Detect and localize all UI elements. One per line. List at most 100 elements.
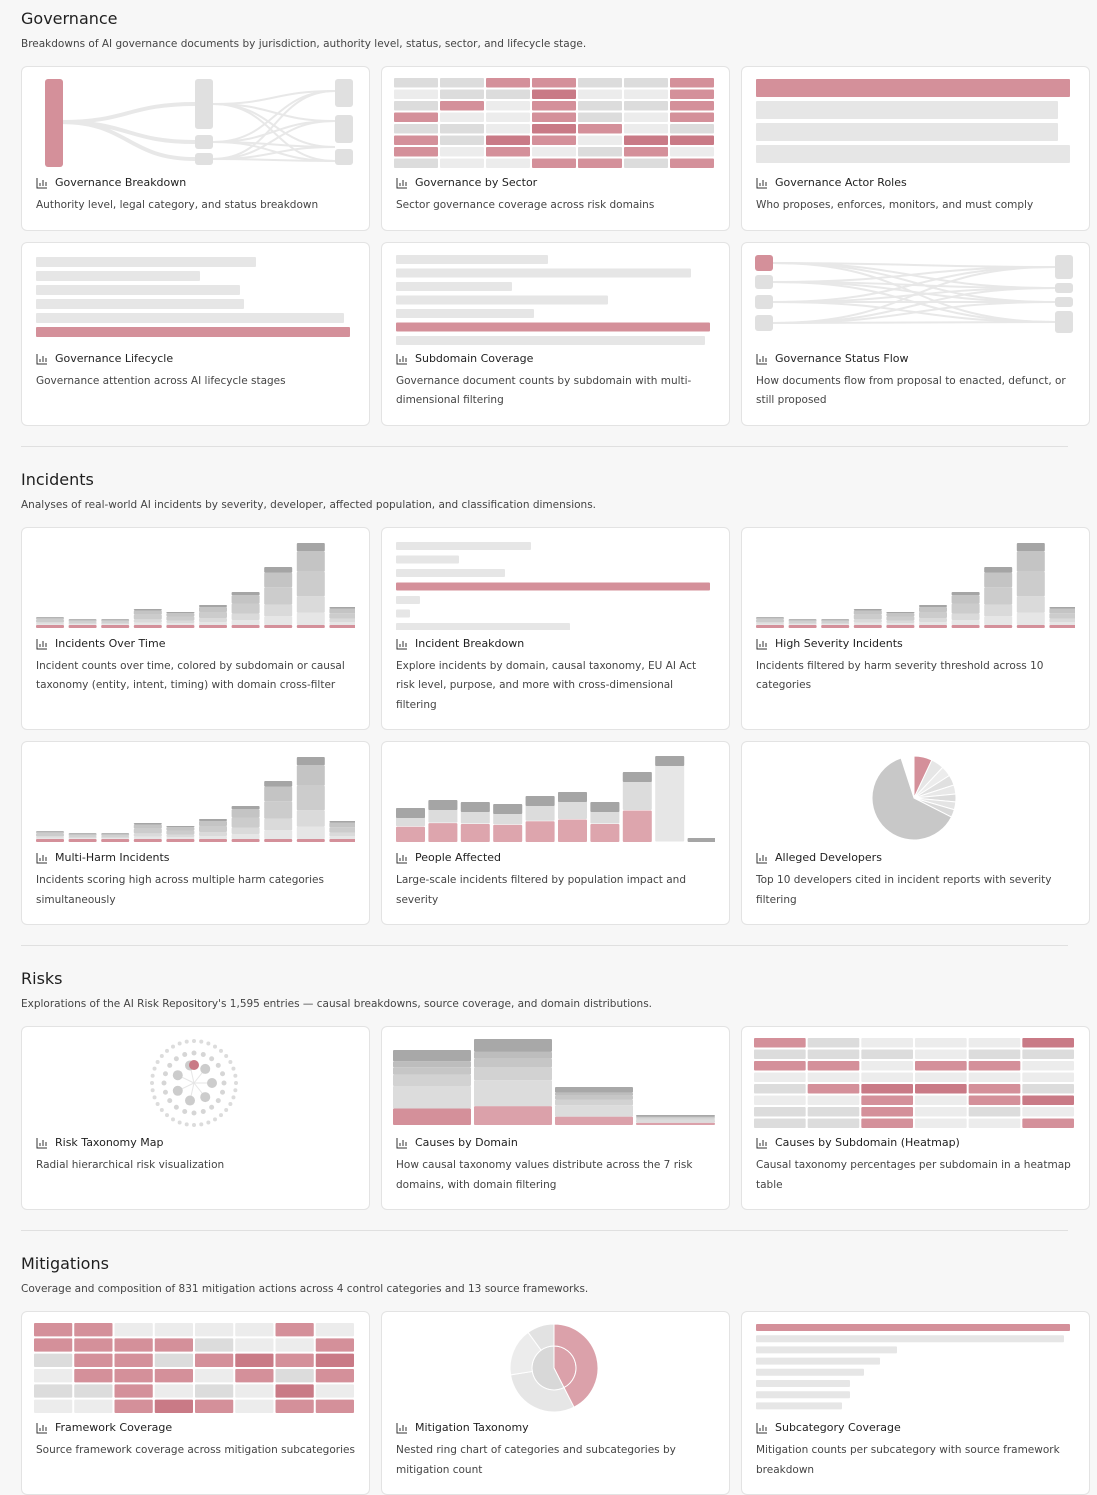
thumb-shape — [670, 89, 714, 99]
thumb-shape — [329, 821, 355, 823]
card[interactable]: Mitigation Taxonomy Nested ring chart of … — [381, 1311, 730, 1495]
thumb-shape — [166, 612, 195, 617]
thumb-shape — [199, 839, 227, 842]
thumb-shape — [315, 1353, 354, 1367]
thumb-shape — [1055, 310, 1073, 333]
thumb-shape — [231, 834, 260, 839]
thumb-shape — [754, 1049, 806, 1059]
thumb-shape — [155, 1060, 160, 1064]
card[interactable]: Subdomain Coverage Governance document co… — [381, 241, 730, 426]
thumb-shape — [525, 821, 555, 842]
card[interactable]: Governance by Sector Sector governance co… — [381, 66, 730, 231]
thumb-shape — [166, 839, 195, 842]
thumb-shape — [234, 1081, 238, 1085]
thumb-shape — [36, 624, 64, 628]
thumb-shape — [231, 809, 260, 818]
card[interactable]: High Severity Incidents Incidents filtere… — [741, 526, 1090, 730]
card-description: Top 10 developers cited in incident repo… — [756, 874, 1052, 906]
thumb-shape — [199, 621, 227, 625]
thumb-shape — [195, 1399, 234, 1413]
card-grid: Governance Breakdown Authority level, leg… — [21, 66, 1090, 426]
card[interactable]: Incident Breakdown Explore incidents by d… — [381, 526, 730, 730]
card[interactable]: Risk Taxonomy Map Radial hierarchical ris… — [21, 1026, 370, 1210]
card-title-row: Framework Coverage — [36, 1420, 355, 1436]
card[interactable]: Incidents Over Time Incident counts over … — [21, 526, 370, 730]
thumb-shape — [394, 101, 438, 111]
thumb-shape — [133, 610, 162, 615]
card-title-row: Governance Breakdown — [36, 175, 355, 191]
thumb-shape — [755, 254, 773, 271]
icon — [756, 178, 767, 189]
thumb-shape — [172, 1085, 183, 1096]
card[interactable]: People Affected Large-scale incidents fil… — [381, 741, 730, 925]
thumb-shape — [231, 603, 260, 613]
thumb-shape — [1022, 1118, 1074, 1128]
card[interactable]: Governance Breakdown Authority level, leg… — [21, 66, 370, 231]
thumb-shape — [189, 1060, 199, 1070]
thumb-shape — [275, 1369, 314, 1383]
card[interactable]: Framework Coverage Source framework cover… — [21, 1311, 370, 1495]
thumb-shape — [206, 1120, 211, 1125]
card[interactable]: Alleged Developers Top 10 developers cite… — [741, 741, 1090, 925]
thumb-shape — [396, 595, 420, 604]
card[interactable]: Governance Status Flow How documents flow… — [741, 241, 1090, 426]
thumb-shape — [200, 1109, 206, 1115]
icon — [36, 353, 47, 364]
card[interactable]: Governance Actor Roles Who proposes, enfo… — [741, 66, 1090, 231]
thumb-shape — [1049, 618, 1075, 622]
thumb-shape — [396, 254, 548, 264]
card[interactable]: Governance Lifecycle Governance attention… — [21, 241, 370, 426]
thumb-shape — [172, 1070, 183, 1081]
thumb-shape — [184, 1095, 195, 1106]
card-title-row: Alleged Developers — [756, 850, 1075, 866]
thumb-shape — [264, 781, 293, 787]
thumb-shape — [235, 1323, 274, 1337]
thumb-shape — [396, 268, 691, 277]
card-description: Causal taxonomy percentages per subdomai… — [756, 1159, 1071, 1191]
card[interactable]: Subcategory Coverage Mitigation counts pe… — [741, 1311, 1090, 1495]
thumb-shape — [264, 786, 293, 802]
card-description: How causal taxonomy values distribute ac… — [396, 1159, 693, 1191]
thumb-shape — [525, 796, 555, 806]
icon — [756, 853, 767, 864]
card-title: Governance Lifecycle — [55, 351, 174, 365]
thumb-shape — [34, 1338, 73, 1352]
icon — [36, 853, 47, 864]
thumb-shape — [1022, 1095, 1074, 1105]
thumb-shape — [74, 1323, 113, 1337]
thumb-shape — [440, 101, 484, 111]
thumb-shape — [264, 615, 293, 625]
thumb-shape — [915, 1095, 967, 1105]
card[interactable]: Causes by Subdomain (Heatmap) Causal taxo… — [741, 1026, 1090, 1210]
thumb-shape — [101, 624, 130, 628]
thumb-shape — [984, 572, 1013, 587]
thumb-shape — [754, 1084, 806, 1094]
thumb-shape — [807, 1107, 860, 1117]
section-title: Risks — [21, 969, 63, 988]
thumb-shape — [101, 833, 130, 836]
section-title: Governance — [21, 9, 118, 28]
thumb-shape — [756, 145, 1070, 163]
thumb-shape — [155, 1102, 160, 1106]
card-title: Risk Taxonomy Map — [55, 1136, 164, 1149]
thumb-shape — [296, 571, 325, 596]
card[interactable]: Multi-Harm Incidents Incidents scoring hi… — [21, 741, 370, 925]
thumb-shape — [213, 1117, 217, 1122]
thumb-shape — [486, 112, 530, 122]
thumb-shape — [821, 620, 850, 623]
thumb-shape — [486, 135, 530, 145]
icon — [36, 1423, 47, 1434]
card-title: Governance Actor Roles — [775, 176, 907, 189]
thumb-shape — [171, 1044, 175, 1049]
thumb-shape — [861, 1107, 913, 1117]
thumb-shape — [474, 1080, 552, 1107]
thumb-shape — [34, 1384, 73, 1398]
section-description: Explorations of the AI Risk Repository's… — [21, 998, 653, 1010]
card-title: Governance by Sector — [415, 176, 538, 189]
thumb-shape — [393, 1074, 471, 1086]
icon — [756, 1138, 767, 1149]
card-title: Governance Status Flow — [775, 351, 909, 365]
card[interactable]: Causes by Domain How causal taxonomy valu… — [381, 1026, 730, 1210]
thumb-shape — [861, 1049, 913, 1059]
thumb-shape — [329, 839, 355, 842]
